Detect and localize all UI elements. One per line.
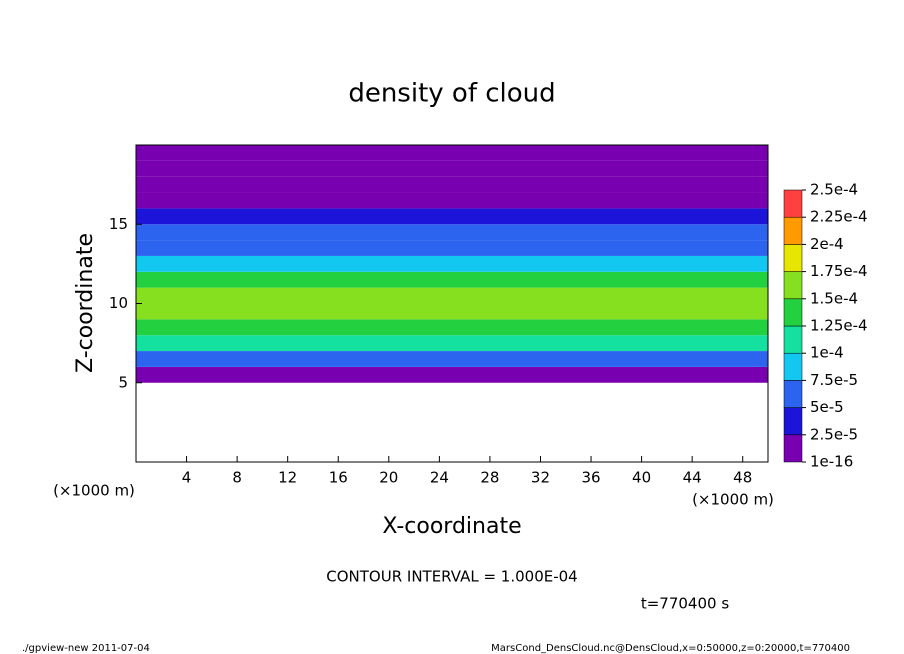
- chart-title: density of cloud: [348, 79, 555, 109]
- colorbar-bin: [783, 434, 803, 463]
- colorbar-label: 1e-16: [810, 453, 853, 471]
- heat-cell: [136, 319, 768, 336]
- heat-cell: [136, 366, 768, 383]
- colorbar-label: 2e-4: [810, 235, 844, 253]
- x-tick-label: 32: [531, 469, 550, 487]
- colorbar-label: 2.25e-4: [810, 208, 868, 226]
- x-tick-label: 48: [733, 469, 752, 487]
- x-tick-label: 36: [581, 469, 600, 487]
- y-tick-label: 5: [118, 373, 128, 391]
- x-tick-label: 20: [379, 469, 398, 487]
- y-tick-label: 10: [109, 294, 128, 312]
- colorbar-bin: [783, 407, 803, 436]
- x-tick-label: 16: [329, 469, 348, 487]
- colorbar-label: 5e-5: [810, 398, 844, 416]
- x-tick-label: 4: [182, 469, 192, 487]
- colorbar-bin: [783, 189, 803, 218]
- heat-cell: [136, 271, 768, 288]
- y-tick-label: 15: [109, 215, 128, 233]
- x-tick-label: 8: [232, 469, 242, 487]
- heat-cell: [136, 255, 768, 272]
- colorbar-label: 1.25e-4: [810, 317, 868, 335]
- heat-cell: [136, 224, 768, 241]
- colorbar-label: 1.75e-4: [810, 262, 868, 280]
- x-tick-label: 44: [683, 469, 702, 487]
- colorbar-bin: [783, 271, 803, 300]
- heat-cell: [136, 145, 768, 161]
- heat-cell: [136, 351, 768, 367]
- contour-note: CONTOUR INTERVAL = 1.000E-04: [326, 568, 577, 586]
- heat-cell: [136, 160, 768, 177]
- x-tick-label: 28: [480, 469, 499, 487]
- colorbar-label: 1.5e-4: [810, 289, 858, 307]
- footer-left: ./gpview-new 2011-07-04: [22, 643, 150, 654]
- colorbar-label: 1e-4: [810, 344, 844, 362]
- x-axis-label: X-coordinate: [382, 514, 521, 539]
- colorbar-bin: [783, 298, 803, 327]
- colorbar-bin: [783, 325, 803, 354]
- colorbar-bin: [783, 216, 803, 245]
- heat-cell: [136, 240, 768, 256]
- colorbar-label: 2.5e-4: [810, 181, 858, 199]
- x-tick-label: 24: [430, 469, 449, 487]
- y-unit: (×1000 m): [53, 482, 135, 500]
- x-tick-label: 12: [278, 469, 297, 487]
- time-label: t=770400 s: [641, 595, 729, 613]
- heat-cell: [136, 208, 768, 225]
- x-tick-label: 40: [632, 469, 651, 487]
- heat-cell: [136, 335, 768, 352]
- heat-cell: [136, 192, 768, 209]
- colorbar-bin: [783, 244, 803, 272]
- y-axis-label: Z-coordinate: [73, 233, 98, 373]
- colorbar-label: 2.5e-5: [810, 425, 858, 443]
- colorbar-bin: [783, 352, 803, 381]
- x-unit: (×1000 m): [692, 491, 774, 509]
- heat-cell: [136, 176, 768, 193]
- heat-cell: [136, 287, 768, 304]
- heat-cell: [136, 303, 768, 320]
- footer-right: MarsCond_DensCloud.nc@DensCloud,x=0:5000…: [491, 643, 850, 654]
- colorbar-label: 7.5e-5: [810, 371, 858, 389]
- colorbar-bin: [783, 380, 803, 408]
